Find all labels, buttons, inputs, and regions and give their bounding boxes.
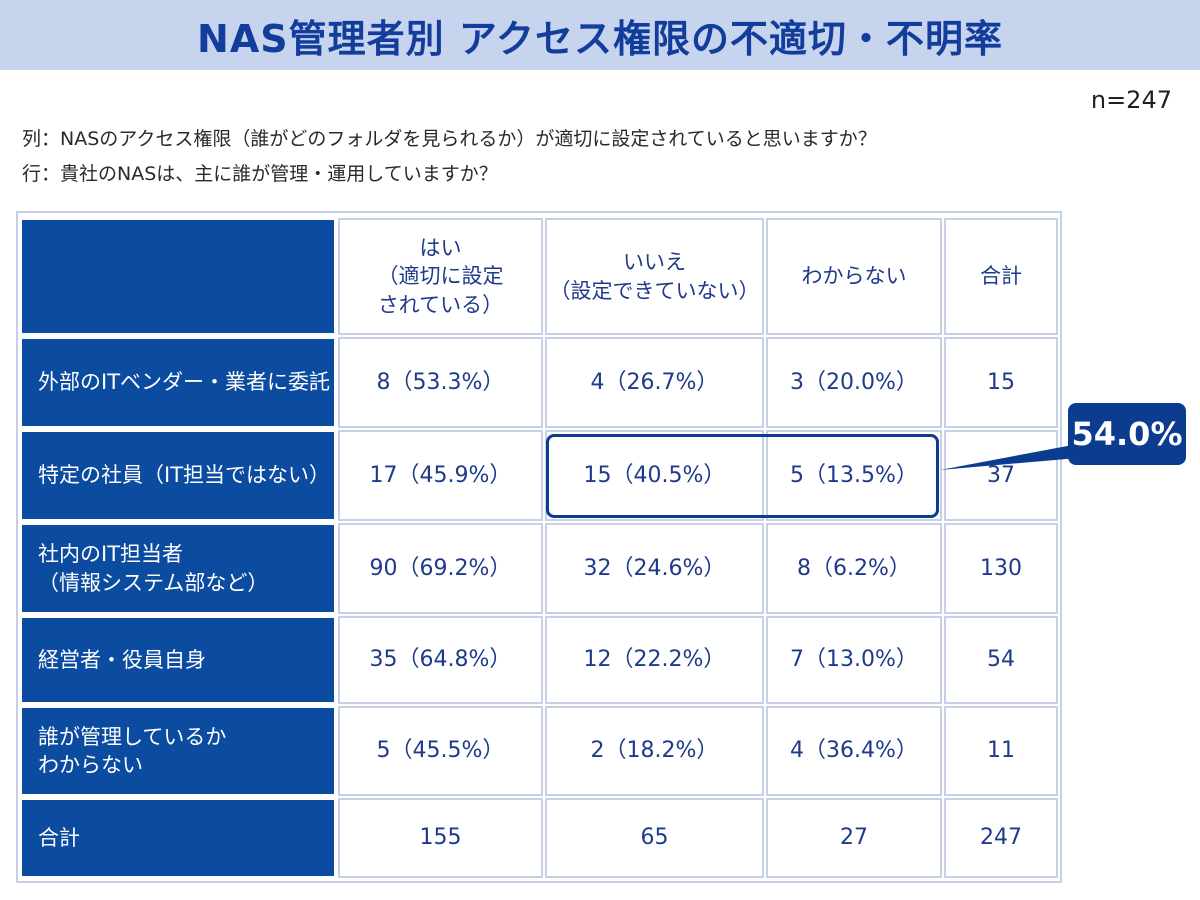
column-question: 列：NASのアクセス権限（誰がどのフォルダを見られるか）が適切に設定されていると… — [22, 128, 877, 150]
row-header-label: 外部のITベンダー・業者に委託 — [38, 368, 330, 396]
page-title: NAS管理者別 アクセス権限の不適切・不明率 — [197, 16, 1003, 61]
table-cell: 17（45.9%） — [338, 430, 543, 521]
column-header-label: はい （適切に設定 されている） — [378, 234, 504, 319]
row-header: 特定の社員（IT担当ではない） — [20, 430, 336, 521]
title-bar: NAS管理者別 アクセス権限の不適切・不明率 — [0, 0, 1200, 70]
row-header-line: 特定の社員（IT担当ではない） — [38, 463, 331, 488]
table-cell: 4（26.7%） — [545, 337, 764, 428]
table-cell: 37 — [944, 430, 1058, 521]
table-cell: 4（36.4%） — [766, 706, 942, 796]
row-header-label: 合計 — [38, 824, 80, 852]
row-header-line: 社内のIT担当者 — [38, 542, 184, 567]
table-cell: 65 — [545, 798, 764, 878]
column-header-line: 合計 — [980, 264, 1022, 289]
row-header-label: 特定の社員（IT担当ではない） — [38, 461, 330, 489]
table-corner — [20, 218, 336, 335]
sample-size-label: n=247 — [1090, 86, 1172, 114]
table-cell: 2（18.2%） — [545, 706, 764, 796]
column-header-label: 合計 — [980, 262, 1022, 290]
row-header: 経営者・役員自身 — [20, 616, 336, 704]
table-cell: 32（24.6%） — [545, 523, 764, 614]
table-cell: 8（53.3%） — [338, 337, 543, 428]
table-cell: 27 — [766, 798, 942, 878]
column-header-line: されている） — [377, 292, 504, 317]
column-header-label: いいえ （設定できていない） — [550, 248, 760, 305]
table-cell: 5（45.5%） — [338, 706, 543, 796]
row-header-line: 合計 — [38, 825, 80, 850]
row-header-label: 誰が管理しているか わからない — [38, 723, 226, 780]
column-header: わからない — [766, 218, 942, 335]
column-header-line: （適切に設定 — [377, 264, 504, 289]
table-cell: 15 — [944, 337, 1058, 428]
column-header-line: （設定できていない） — [549, 278, 760, 303]
row-question: 行：貴社のNASは、主に誰が管理・運用していますか？ — [22, 163, 498, 185]
table-cell: 7（13.0%） — [766, 616, 942, 704]
row-header: 誰が管理しているか わからない — [20, 706, 336, 796]
row-header-line: （情報システム部など） — [38, 570, 269, 595]
table-cell: 12（22.2%） — [545, 616, 764, 704]
row-header-label: 経営者・役員自身 — [38, 646, 206, 674]
table-cell: 15（40.5%） — [545, 430, 764, 521]
table-cell: 35（64.8%） — [338, 616, 543, 704]
column-header-line: いいえ — [623, 250, 686, 275]
table-cell: 54 — [944, 616, 1058, 704]
callout-badge: 54.0% — [1068, 403, 1186, 465]
column-header-line: はい — [419, 235, 462, 260]
row-header-label: 社内のIT担当者 （情報システム部など） — [38, 540, 268, 597]
column-header: いいえ （設定できていない） — [545, 218, 764, 335]
row-header-line: 外部のITベンダー・業者に委託 — [38, 370, 331, 395]
table-cell: 130 — [944, 523, 1058, 614]
column-header-label: わからない — [802, 262, 907, 290]
table-cell: 11 — [944, 706, 1058, 796]
row-header: 社内のIT担当者 （情報システム部など） — [20, 523, 336, 614]
row-header-line: わからない — [38, 753, 143, 777]
row-header-line: 経営者・役員自身 — [38, 647, 206, 672]
table-cell: 90（69.2%） — [338, 523, 543, 614]
table-cell: 5（13.5%） — [766, 430, 942, 521]
column-header: 合計 — [944, 218, 1058, 335]
column-header: はい （適切に設定 されている） — [338, 218, 543, 335]
highlight-box — [546, 434, 939, 518]
column-header-line: わからない — [801, 264, 907, 289]
table-cell: 155 — [338, 798, 543, 878]
row-header-line: 誰が管理しているか — [38, 724, 227, 749]
table-cell: 247 — [944, 798, 1058, 878]
table-cell: 8（6.2%） — [766, 523, 942, 614]
row-header: 合計 — [20, 798, 336, 878]
row-header: 外部のITベンダー・業者に委託 — [20, 337, 336, 428]
table-cell: 3（20.0%） — [766, 337, 942, 428]
